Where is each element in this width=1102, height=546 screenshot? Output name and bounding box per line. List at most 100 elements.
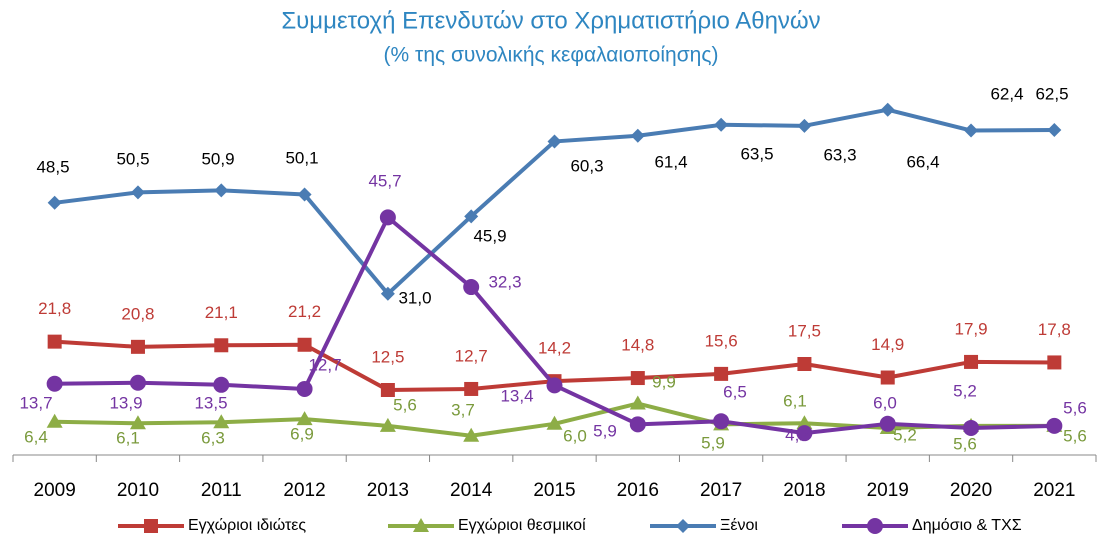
marker [214, 183, 229, 198]
marker [964, 354, 979, 369]
marker [880, 370, 895, 385]
data-label: 50,1 [285, 148, 318, 167]
data-label: 6,1 [116, 428, 140, 447]
data-label: 31,0 [398, 288, 431, 307]
data-label: 32,3 [488, 272, 521, 291]
data-label: 5,6 [393, 395, 417, 414]
marker [464, 209, 479, 224]
data-label: 13,9 [109, 393, 142, 412]
data-label: 6,3 [201, 428, 225, 447]
data-label: 3,7 [451, 400, 475, 419]
data-label: 6,4 [24, 427, 48, 446]
data-label: 13,5 [194, 393, 227, 412]
marker [296, 380, 313, 397]
data-label: 15,6 [705, 331, 738, 350]
marker [379, 417, 396, 432]
data-label: 12,5 [371, 347, 404, 366]
marker [880, 102, 895, 117]
data-label: 17,9 [954, 319, 987, 338]
data-label: 21,1 [205, 303, 238, 322]
marker [714, 117, 729, 132]
legend-label: Εγχώριοι ιδιώτες [188, 517, 306, 534]
data-label: 61,4 [654, 152, 687, 171]
x-tick-label: 2013 [367, 480, 409, 501]
data-label: 5,9 [701, 433, 725, 452]
marker [129, 374, 146, 391]
data-label: 12,7 [455, 346, 488, 365]
marker [213, 376, 230, 393]
marker [129, 415, 146, 430]
x-tick-label: 2019 [867, 480, 909, 501]
data-label: 20,8 [121, 304, 154, 323]
x-tick-label: 2017 [700, 480, 742, 501]
legend-label: Δημόσιο & ΤΧΣ [912, 517, 1022, 534]
marker [547, 134, 562, 149]
marker [413, 518, 429, 532]
marker [213, 414, 230, 429]
marker [297, 187, 312, 202]
marker [867, 518, 883, 534]
x-tick-label: 2011 [201, 480, 242, 501]
data-label: 66,4 [906, 152, 939, 171]
data-label: 17,5 [788, 321, 821, 340]
marker [214, 338, 229, 353]
data-label: 5,2 [953, 381, 977, 400]
marker [1047, 355, 1062, 370]
marker [629, 395, 646, 410]
data-label: 13,7 [19, 393, 52, 412]
data-label: 17,8 [1038, 320, 1071, 339]
marker [964, 123, 979, 138]
data-label: 45,7 [368, 171, 401, 190]
marker [797, 118, 812, 133]
marker [380, 383, 395, 397]
data-label: 14,2 [538, 339, 571, 358]
chart-subtitle: (% της συνολικής κεφαλαιοποίησης) [384, 44, 719, 67]
marker [463, 427, 480, 442]
data-label: 48,5 [36, 157, 69, 176]
marker [46, 413, 63, 428]
x-tick-label: 2018 [783, 480, 825, 501]
data-label: 6,0 [873, 393, 897, 412]
legend-label: Ξένοι [720, 517, 758, 534]
marker [546, 377, 563, 394]
data-label: 5,9 [593, 421, 617, 440]
data-label: 14,8 [621, 336, 654, 355]
data-label: 5,6 [1063, 426, 1087, 445]
x-tick-label: 2009 [34, 480, 76, 501]
marker [796, 425, 813, 442]
data-label: 21,8 [38, 299, 71, 318]
data-label: 14,9 [871, 335, 904, 354]
marker [796, 415, 813, 430]
marker [713, 413, 730, 430]
marker [629, 416, 646, 433]
data-label: 62,5 [1035, 84, 1068, 103]
marker [464, 381, 479, 396]
data-label: 50,5 [116, 149, 149, 168]
x-tick-label: 2016 [617, 480, 659, 501]
marker [1046, 417, 1063, 434]
data-label: 5,6 [1063, 398, 1087, 417]
data-label: 6,0 [563, 426, 587, 445]
data-label: 45,9 [473, 226, 506, 245]
marker [47, 195, 62, 210]
data-label: 63,3 [823, 145, 856, 164]
marker [714, 366, 729, 381]
x-tick-label: 2010 [117, 480, 159, 501]
marker [380, 286, 395, 301]
marker [546, 415, 563, 430]
marker [463, 279, 480, 296]
data-label: 9,9 [652, 372, 676, 391]
x-tick-label: 2014 [450, 480, 493, 501]
data-label: 50,9 [201, 149, 234, 168]
data-label: 12,7 [308, 355, 341, 374]
marker [879, 415, 896, 432]
data-label: 63,5 [740, 144, 773, 163]
marker [46, 375, 63, 392]
marker [963, 419, 980, 436]
data-label: 13,4 [500, 386, 533, 405]
legend-label: Εγχώριοι θεσμικοί [458, 517, 586, 534]
data-label: 6,9 [290, 424, 314, 443]
marker [379, 209, 396, 226]
marker [296, 411, 313, 426]
